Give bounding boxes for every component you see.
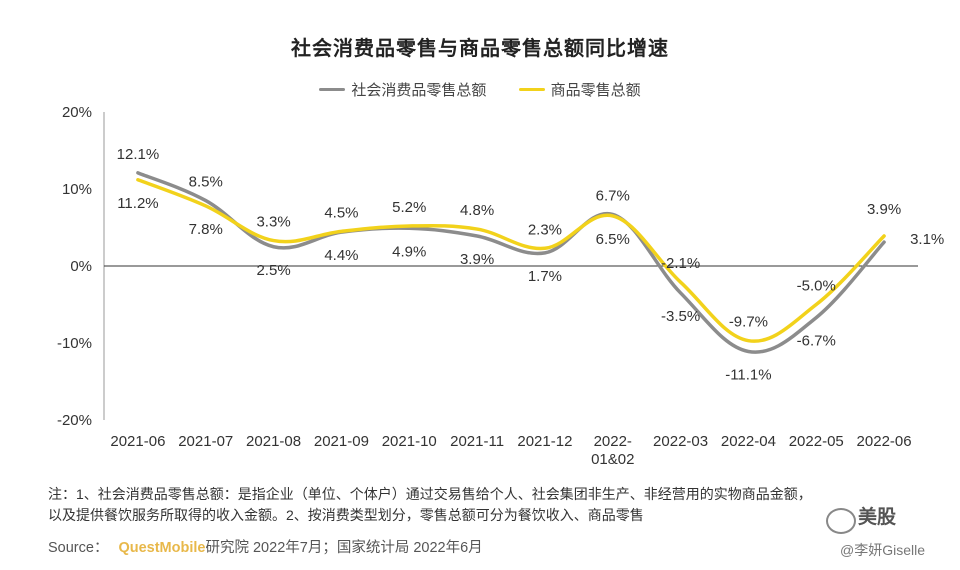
data-label-goods-total: 7.8% <box>189 221 223 238</box>
x-tick-label: 01&02 <box>591 451 634 468</box>
x-tick-label: 2022- <box>594 433 632 450</box>
data-label-goods-total: 5.2% <box>392 199 426 216</box>
line-chart: 20% 10% 0% -10% -20% 2021-06 2021-07 2021-08 202… <box>57 104 944 468</box>
y-tick-label: -20% <box>57 412 92 429</box>
x-tick-label: 2021-10 <box>382 433 437 450</box>
data-label-retail-total: -6.7% <box>797 333 836 350</box>
data-label-goods-total: 2.3% <box>528 221 562 238</box>
x-tick-label: 2022-05 <box>789 433 844 450</box>
y-tick-label: 0% <box>70 258 92 275</box>
data-label-retail-total: 2.5% <box>256 262 290 279</box>
source-label: Source： <box>48 540 109 556</box>
data-label-goods-total: -5.0% <box>797 278 836 295</box>
data-label-goods-total: 3.9% <box>867 201 901 218</box>
x-tick-label: 2022-06 <box>857 433 912 450</box>
data-label-goods-total: -2.1% <box>661 255 700 272</box>
x-tick-label: 2021-06 <box>110 433 165 450</box>
footnote: 注：1、社会消费品零售总额：是指企业（单位、个体户）通过交易售给个人、社会集团非… <box>48 484 928 526</box>
data-label-goods-total: -9.7% <box>729 314 768 331</box>
x-tick-label: 2021-08 <box>246 433 301 450</box>
data-label-retail-total: 3.1% <box>910 231 944 248</box>
source-line: Source： QuestMobile研究院 2022年7月；国家统计局 2022… <box>48 536 483 557</box>
data-label-retail-total: 8.5% <box>189 174 223 191</box>
data-label-goods-total: 4.8% <box>460 202 494 219</box>
legend-label-goods-total: 商品零售总额 <box>550 82 641 99</box>
data-label-retail-total: 4.9% <box>392 243 426 260</box>
y-tick-label: -10% <box>57 335 92 352</box>
x-tick-label: 2021-12 <box>517 433 572 450</box>
data-label-retail-total: 1.7% <box>528 268 562 285</box>
data-label-retail-total: -11.1% <box>725 366 771 383</box>
x-tick-label: 2022-04 <box>721 433 776 450</box>
legend-swatch-gray <box>319 88 346 91</box>
legend-swatch-yellow <box>518 88 545 91</box>
x-tick-label: 2021-09 <box>314 433 369 450</box>
legend-label-retail-total: 社会消费品零售总额 <box>351 82 487 99</box>
source-text: 研究院 2022年7月；国家统计局 2022年6月 <box>205 540 483 556</box>
legend-entry-goods-total: 商品零售总额 <box>518 79 641 100</box>
footnote-line-1: 注：1、社会消费品零售总额：是指企业（单位、个体户）通过交易售给个人、社会集团非… <box>48 486 812 502</box>
data-label-goods-total: 4.5% <box>324 204 358 221</box>
y-tick-label: 20% <box>62 104 92 121</box>
data-label-retail-total: 12.1% <box>117 146 160 163</box>
x-tick-label: 2021-11 <box>450 433 504 450</box>
x-tick-label: 2021-07 <box>178 433 233 450</box>
y-tick-label: 10% <box>62 181 92 198</box>
chart-legend: 社会消费品零售总额 商品零售总额 <box>0 78 960 100</box>
data-label-goods-total: 11.2% <box>117 195 158 212</box>
data-label-retail-total: -3.5% <box>661 308 700 325</box>
watermark-name: 美股 <box>858 507 897 528</box>
watermark-author: @李妍Giselle <box>840 542 926 558</box>
data-label-retail-total: 6.7% <box>596 187 630 204</box>
legend-entry-retail-total: 社会消费品零售总额 <box>319 79 486 100</box>
data-label-goods-total: 3.3% <box>256 214 290 231</box>
weibo-icon <box>826 508 856 534</box>
source-brand: QuestMobile <box>118 540 206 556</box>
data-label-goods-total: 6.5% <box>596 231 630 248</box>
series-line-retail-total <box>136 171 886 354</box>
footnote-line-2: 以及提供餐饮服务所取得的收入金额。2、按消费类型划分，零售总额可分为餐饮收入、商… <box>48 507 644 523</box>
series-line-goods-total <box>136 178 886 343</box>
chart-title: 社会消费品零售与商品零售总额同比增速 <box>291 38 669 60</box>
x-tick-label: 2022-03 <box>653 433 708 450</box>
data-label-retail-total: 4.4% <box>324 247 358 264</box>
data-label-retail-total: 3.9% <box>460 251 494 268</box>
